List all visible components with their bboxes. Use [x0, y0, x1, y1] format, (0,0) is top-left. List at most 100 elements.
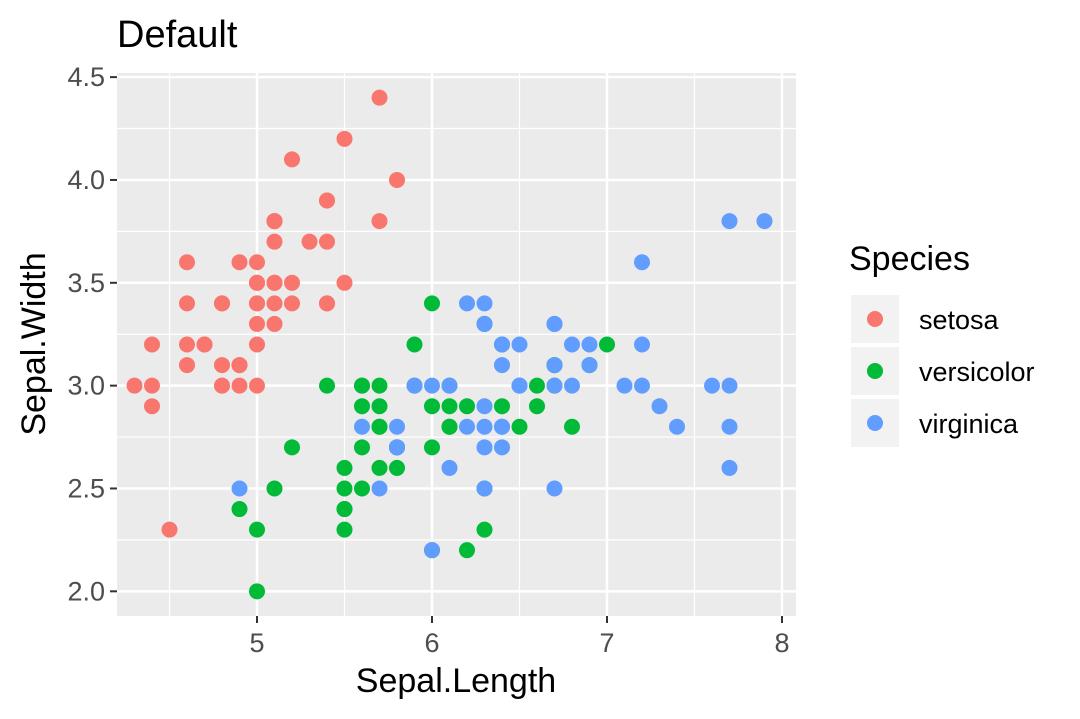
x-tick-label: 8 — [774, 628, 789, 658]
data-point-virginica — [459, 418, 475, 435]
data-point-setosa — [249, 295, 265, 312]
data-point-versicolor — [424, 295, 440, 312]
data-point-virginica — [406, 377, 423, 394]
data-point-setosa — [231, 254, 248, 271]
data-point-versicolor — [354, 439, 370, 456]
data-point-setosa — [196, 336, 213, 353]
data-point-versicolor — [424, 398, 440, 415]
data-point-versicolor — [564, 418, 580, 435]
data-point-setosa — [284, 151, 300, 168]
data-point-virginica — [546, 377, 563, 394]
data-point-virginica — [634, 377, 650, 394]
legend-label-versicolor: versicolor — [919, 357, 1035, 387]
data-point-virginica — [441, 377, 458, 394]
data-point-setosa — [249, 377, 265, 394]
data-point-setosa — [266, 295, 283, 312]
y-tick-label: 4.0 — [67, 165, 105, 195]
data-point-setosa — [214, 357, 230, 374]
data-point-virginica — [581, 336, 598, 353]
x-tick-label: 7 — [599, 628, 614, 658]
data-point-setosa — [144, 336, 160, 353]
data-point-versicolor — [476, 521, 493, 538]
chart-title: Default — [117, 14, 238, 56]
data-point-versicolor — [494, 398, 510, 415]
data-point-virginica — [721, 418, 738, 435]
data-point-setosa — [249, 254, 265, 271]
data-point-versicolor — [511, 418, 528, 435]
data-point-virginica — [634, 336, 650, 353]
data-point-virginica — [476, 315, 493, 332]
data-point-setosa — [266, 213, 283, 230]
data-point-virginica — [634, 254, 650, 271]
data-point-setosa — [231, 377, 248, 394]
data-point-versicolor — [371, 398, 388, 415]
data-point-versicolor — [599, 336, 615, 353]
data-point-setosa — [214, 377, 230, 394]
data-point-versicolor — [371, 459, 388, 476]
data-point-versicolor — [336, 501, 353, 518]
data-point-virginica — [494, 418, 510, 435]
data-point-virginica — [651, 398, 668, 415]
data-point-versicolor — [336, 480, 353, 497]
data-point-virginica — [389, 439, 405, 456]
data-point-virginica — [476, 439, 493, 456]
data-point-virginica — [459, 295, 475, 312]
data-point-setosa — [336, 274, 353, 291]
y-tick-label: 2.5 — [67, 473, 105, 503]
data-point-virginica — [546, 315, 563, 332]
data-point-versicolor — [529, 398, 545, 415]
data-point-virginica — [424, 542, 440, 559]
data-point-setosa — [249, 336, 265, 353]
data-point-versicolor — [231, 501, 248, 518]
data-point-versicolor — [354, 480, 370, 497]
data-point-setosa — [266, 315, 283, 332]
data-point-setosa — [214, 295, 230, 312]
x-tick-label: 6 — [424, 628, 439, 658]
data-points — [126, 89, 773, 600]
x-tick-label: 5 — [249, 628, 264, 658]
data-point-versicolor — [249, 521, 265, 538]
data-point-setosa — [249, 315, 265, 332]
data-point-setosa — [231, 357, 248, 374]
data-point-virginica — [476, 398, 493, 415]
data-point-versicolor — [266, 480, 283, 497]
y-tick-label: 3.5 — [67, 268, 105, 298]
y-axis-title: Sepal.Width — [15, 252, 53, 435]
data-point-versicolor — [336, 459, 353, 476]
data-point-versicolor — [354, 398, 370, 415]
data-point-setosa — [179, 254, 195, 271]
data-point-setosa — [266, 233, 283, 250]
data-point-setosa — [126, 377, 143, 394]
data-point-versicolor — [371, 377, 388, 394]
data-point-setosa — [371, 89, 388, 106]
data-point-versicolor — [424, 439, 440, 456]
legend-swatch-versicolor — [867, 363, 883, 379]
data-point-virginica — [721, 213, 738, 230]
data-point-virginica — [564, 377, 580, 394]
data-point-virginica — [476, 295, 493, 312]
data-point-virginica — [354, 418, 370, 435]
data-point-setosa — [319, 295, 335, 312]
data-point-setosa — [389, 171, 405, 188]
legend: Species setosa versicolor virginica — [849, 240, 1035, 447]
legend-title: Species — [849, 240, 970, 278]
legend-swatch-virginica — [867, 415, 883, 431]
data-point-setosa — [144, 398, 160, 415]
data-point-setosa — [249, 274, 265, 291]
data-point-virginica — [371, 480, 388, 497]
data-point-virginica — [721, 459, 738, 476]
y-tick-label: 2.0 — [67, 576, 105, 606]
data-point-virginica — [476, 418, 493, 435]
data-point-virginica — [441, 459, 458, 476]
data-point-virginica — [581, 357, 598, 374]
data-point-setosa — [266, 274, 283, 291]
data-point-setosa — [319, 233, 335, 250]
data-point-versicolor — [441, 418, 458, 435]
data-point-virginica — [669, 418, 685, 435]
data-point-setosa — [319, 192, 335, 209]
data-point-versicolor — [354, 377, 370, 394]
data-point-setosa — [371, 213, 388, 230]
axes: 5 6 7 8 2.0 2.5 3.0 3.5 4.0 4.5 — [67, 62, 789, 658]
data-point-virginica — [511, 336, 528, 353]
